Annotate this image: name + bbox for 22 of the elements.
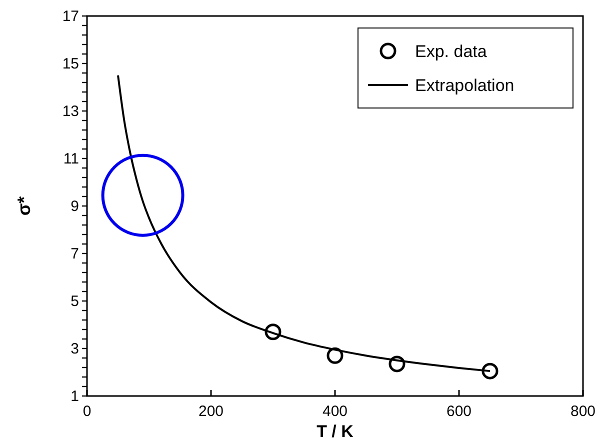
y-tick-label: 9 [70, 198, 79, 215]
point [388, 356, 406, 372]
y-tick-label: 3 [70, 340, 79, 358]
x-tick-label: 400 [322, 403, 348, 420]
legend-label: Extrapolation [415, 76, 514, 95]
y-tick-label: 1 [70, 388, 79, 405]
x-tick-label: 800 [570, 403, 596, 420]
point [482, 362, 498, 380]
y-tick-label: 5 [70, 293, 79, 310]
y-axis-title: σ* [14, 196, 34, 216]
y-tick-label: 15 [62, 56, 79, 72]
y-tick-label: 11 [63, 150, 79, 168]
point [326, 347, 344, 364]
point [264, 324, 282, 340]
y-tick-label: 17 [62, 8, 79, 25]
x-axis-title: T / K [316, 422, 354, 441]
y-tick-label: 13 [62, 103, 79, 120]
x-tick-label: 200 [198, 403, 224, 420]
legend-label: Exp. data [415, 42, 488, 61]
y-tick-label: 7 [70, 246, 79, 262]
x-tick-label: 600 [446, 403, 472, 420]
x-tick-label: 0 [82, 403, 92, 420]
